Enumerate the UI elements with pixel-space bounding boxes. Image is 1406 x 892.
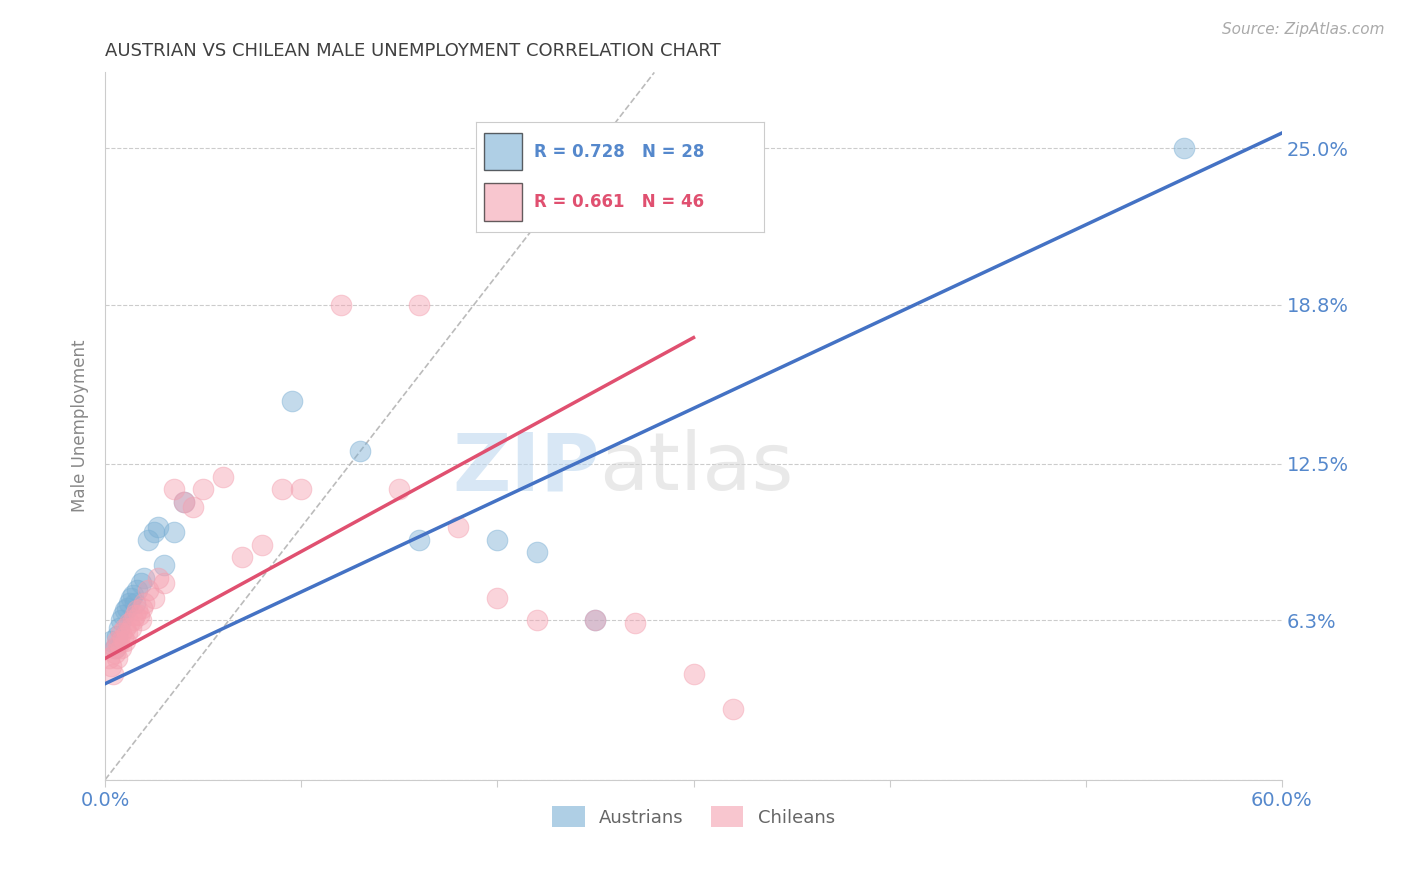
Point <box>118 596 141 610</box>
Point <box>125 583 148 598</box>
Point <box>623 615 645 630</box>
Point <box>120 591 142 605</box>
Point <box>486 533 509 547</box>
Point <box>250 538 273 552</box>
Point <box>526 545 548 559</box>
Point <box>408 533 430 547</box>
Point <box>129 614 152 628</box>
Point <box>115 626 138 640</box>
Point <box>173 495 195 509</box>
Point <box>104 641 127 656</box>
Point <box>349 444 371 458</box>
Text: ZIP: ZIP <box>453 429 599 508</box>
Point <box>173 495 195 509</box>
Point <box>1173 141 1195 155</box>
Point <box>105 633 128 648</box>
Point <box>105 629 128 643</box>
Point <box>121 614 143 628</box>
Point <box>108 636 131 650</box>
Point <box>447 520 470 534</box>
Point <box>231 550 253 565</box>
Point <box>146 570 169 584</box>
Point <box>143 591 166 605</box>
Point <box>163 482 186 496</box>
Point <box>118 615 141 630</box>
Point <box>128 608 150 623</box>
Point <box>104 646 127 660</box>
Point <box>111 608 134 623</box>
Point <box>110 614 132 628</box>
Point <box>388 482 411 496</box>
Point <box>134 570 156 584</box>
Point <box>329 298 352 312</box>
Point <box>124 608 146 623</box>
Point <box>120 621 142 635</box>
Point <box>100 659 122 673</box>
Point <box>101 666 124 681</box>
Point <box>146 520 169 534</box>
Point <box>486 591 509 605</box>
Text: AUSTRIAN VS CHILEAN MALE UNEMPLOYMENT CORRELATION CHART: AUSTRIAN VS CHILEAN MALE UNEMPLOYMENT CO… <box>105 42 721 60</box>
Point <box>163 525 186 540</box>
Point <box>98 651 121 665</box>
Point <box>124 596 146 610</box>
Point <box>114 633 136 648</box>
Point <box>108 621 131 635</box>
Point <box>682 666 704 681</box>
Text: Source: ZipAtlas.com: Source: ZipAtlas.com <box>1222 22 1385 37</box>
Point <box>408 298 430 312</box>
Point <box>138 583 160 598</box>
Point <box>721 702 744 716</box>
Point <box>526 614 548 628</box>
Point <box>143 525 166 540</box>
Point <box>290 482 312 496</box>
Point <box>104 641 127 656</box>
Point <box>280 393 302 408</box>
Point <box>111 631 134 645</box>
Point <box>100 633 122 648</box>
Legend: Austrians, Chileans: Austrians, Chileans <box>546 799 842 834</box>
Point <box>131 600 153 615</box>
Point <box>270 482 292 496</box>
Point <box>153 575 176 590</box>
Point <box>105 651 128 665</box>
Point <box>134 596 156 610</box>
Point <box>138 533 160 547</box>
Point <box>114 621 136 635</box>
Point <box>115 600 138 615</box>
Point <box>212 469 235 483</box>
Point <box>110 641 132 656</box>
Point <box>114 603 136 617</box>
Y-axis label: Male Unemployment: Male Unemployment <box>72 340 89 512</box>
Point <box>153 558 176 572</box>
Point <box>193 482 215 496</box>
Point <box>110 626 132 640</box>
Point <box>129 575 152 590</box>
Text: atlas: atlas <box>599 429 794 508</box>
Point <box>183 500 205 514</box>
Point <box>121 588 143 602</box>
Point <box>585 614 607 628</box>
Point <box>125 603 148 617</box>
Point <box>585 614 607 628</box>
